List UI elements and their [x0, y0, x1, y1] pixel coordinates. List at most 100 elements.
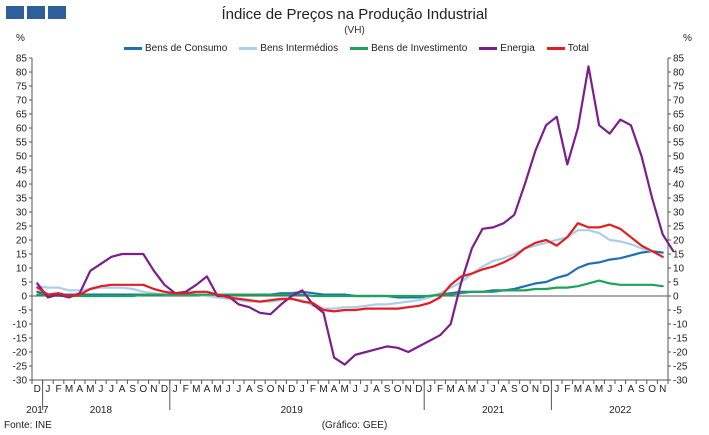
y-tick-label-right: 0: [673, 292, 679, 303]
y-tick-label-right: -5: [673, 306, 682, 317]
x-year-label: 2022: [609, 405, 632, 416]
legend-label: Total: [567, 43, 589, 54]
x-tick-label-month: J: [236, 384, 241, 395]
y-tick-label-left: -10: [13, 320, 28, 331]
chart-legend: Bens de Consumo Bens Intermédios Bens de I…: [124, 43, 589, 54]
legend-label: Bens de Consumo: [145, 43, 228, 54]
x-tick-label-month: A: [119, 384, 126, 395]
y-tick-label-right: 45: [673, 166, 685, 177]
x-tick-label-month: J: [618, 384, 623, 395]
y-tick-label-left: 85: [16, 54, 28, 65]
x-year-label: 2017: [26, 405, 49, 416]
x-tick-label-month: M: [319, 384, 327, 395]
source-note: Fonte: INE: [4, 420, 52, 431]
x-tick-label-month: N: [532, 384, 539, 395]
x-tick-label-month: J: [491, 384, 496, 395]
x-tick-label-month: O: [648, 384, 656, 395]
x-year-label: 2021: [482, 405, 505, 416]
y-tick-label-left: 70: [16, 96, 28, 107]
y-tick-label-left: -30: [13, 376, 28, 387]
x-tick-label-month: M: [65, 384, 73, 395]
chart-subtitle: (VH): [344, 25, 365, 36]
series-line: [36, 65, 675, 366]
y-tick-label-right: 25: [673, 222, 685, 233]
x-tick-label-month: J: [226, 384, 231, 395]
legend-label: Bens Intermédios: [260, 43, 339, 54]
y-unit-right: %: [683, 33, 692, 44]
series-line: [36, 279, 664, 298]
x-tick-label-month: J: [554, 384, 559, 395]
x-tick-label-month: O: [521, 384, 529, 395]
x-tick-label-month: A: [204, 384, 211, 395]
x-tick-label-month: A: [585, 384, 592, 395]
y-tick-label-left: 0: [21, 292, 27, 303]
y-tick-label-left: 25: [16, 222, 28, 233]
x-tick-label-month: O: [394, 384, 402, 395]
legend-entry: Bens Intermédios: [239, 43, 338, 54]
x-tick-label-month: A: [458, 384, 465, 395]
x-tick-label-month: S: [638, 384, 645, 395]
x-tick-label-month: D: [34, 384, 41, 395]
x-tick-label-month: D: [161, 384, 168, 395]
y-tick-label-right: -10: [673, 320, 688, 331]
x-tick-label-month: S: [511, 384, 518, 395]
x-tick-label-month: M: [447, 384, 455, 395]
y-tick-label-right: -20: [673, 348, 688, 359]
y-tick-label-right: 5: [673, 278, 679, 289]
x-tick-label-month: M: [192, 384, 200, 395]
y-tick-label-left: 75: [16, 82, 28, 93]
x-tick-label-month: M: [213, 384, 221, 395]
x-tick-label-month: M: [595, 384, 603, 395]
x-tick-label-month: M: [468, 384, 476, 395]
x-year-label: 2018: [90, 405, 113, 416]
x-tick-label-month: O: [139, 384, 147, 395]
y-tick-label-right: 35: [673, 194, 685, 205]
x-tick-label-month: J: [173, 384, 178, 395]
y-tick-label-left: -5: [18, 306, 27, 317]
legend-entry: Total: [546, 43, 589, 54]
x-tick-label-month: F: [183, 384, 189, 395]
x-tick-label-month: S: [384, 384, 391, 395]
y-tick-label-left: 55: [16, 138, 28, 149]
x-tick-label-month: J: [98, 384, 103, 395]
x-tick-label-month: J: [45, 384, 50, 395]
y-tick-label-right: 80: [673, 68, 685, 79]
y-tick-label-left: -25: [13, 362, 28, 373]
y-tick-label-left: 15: [16, 250, 28, 261]
x-tick-label-month: D: [415, 384, 422, 395]
legend-swatch: [124, 47, 142, 50]
y-tick-label-right: -15: [673, 334, 688, 345]
x-tick-label-month: A: [331, 384, 338, 395]
y-tick-label-left: -20: [13, 348, 28, 359]
x-tick-label-month: J: [300, 384, 305, 395]
legend-label: Bens de Investimento: [371, 43, 468, 54]
legend-swatch: [479, 47, 498, 50]
series-line: [36, 222, 664, 313]
x-tick-label-month: M: [86, 384, 94, 395]
x-tick-label-month: S: [129, 384, 136, 395]
x-tick-label-month: S: [257, 384, 264, 395]
legend-entry: Energia: [479, 43, 535, 54]
x-tick-label-month: J: [363, 384, 368, 395]
legend-swatch: [239, 47, 258, 50]
y-tick-label-left: 50: [16, 152, 28, 163]
y-tick-label-right: 65: [673, 110, 685, 121]
legend-label: Energia: [500, 43, 535, 54]
x-tick-label-month: J: [109, 384, 114, 395]
y-tick-label-right: 50: [673, 152, 685, 163]
y-tick-label-left: -15: [13, 334, 28, 345]
y-tick-label-left: 5: [21, 278, 27, 289]
x-tick-label-month: A: [500, 384, 507, 395]
x-tick-label-month: O: [267, 384, 275, 395]
x-tick-label-month: F: [55, 384, 61, 395]
y-tick-label-left: 10: [16, 264, 28, 275]
y-tick-label-right: 75: [673, 82, 685, 93]
brand-logo: [6, 6, 66, 19]
y-tick-label-right: 55: [673, 138, 685, 149]
x-tick-label-month: N: [150, 384, 157, 395]
x-year-label: 2019: [281, 405, 304, 416]
y-tick-label-right: 15: [673, 250, 685, 261]
y-tick-label-right: 40: [673, 180, 685, 191]
x-tick-label-month: D: [288, 384, 295, 395]
